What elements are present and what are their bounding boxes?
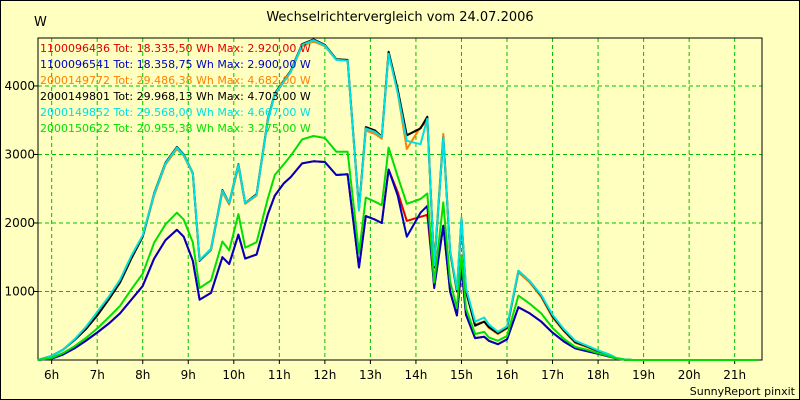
y-tick-label-2: 3000 [4, 147, 35, 161]
y-axis-unit-label: W [34, 15, 47, 30]
x-tick-label-4: 10h [222, 368, 245, 382]
legend-entry-1: 1100096541 Tot: 18.358,75 Wh Max: 2.900,… [40, 58, 311, 71]
x-tick-label-0: 6h [44, 368, 59, 382]
x-tick-label-3: 9h [181, 368, 196, 382]
x-tick-label-1: 7h [90, 368, 105, 382]
chart-title: Wechselrichtervergleich vom 24.07.2006 [266, 10, 534, 25]
y-tick-label-3: 4000 [4, 79, 35, 93]
legend: 1100096436 Tot: 18.335,50 Wh Max: 2.920,… [40, 42, 311, 135]
x-tick-label-9: 15h [450, 368, 473, 382]
x-tick-label-2: 8h [135, 368, 150, 382]
series-lines [37, 38, 758, 361]
x-tick-label-7: 13h [359, 368, 382, 382]
x-tick-label-14: 20h [678, 368, 701, 382]
legend-entry-3: 2000149801 Tot: 29.968,13 Wh Max: 4.703,… [40, 90, 311, 103]
x-tick-label-8: 14h [404, 368, 427, 382]
axes [34, 37, 763, 364]
legend-entry-4: 2000149852 Tot: 29.568,00 Wh Max: 4.667,… [40, 106, 311, 119]
x-tick-label-13: 19h [632, 368, 655, 382]
legend-entry-5: 2000150622 Tot: 20.955,38 Wh Max: 3.275,… [40, 122, 311, 135]
legend-entry-2: 2000149772 Tot: 29.486,38 Wh Max: 4.682,… [40, 74, 311, 87]
x-tick-label-5: 11h [268, 368, 291, 382]
x-tick-label-10: 16h [496, 368, 519, 382]
series-line-0 [37, 160, 758, 361]
plot-area-border [37, 37, 763, 361]
x-tick-label-12: 18h [587, 368, 610, 382]
grid-lines [38, 38, 762, 360]
legend-entry-0: 1100096436 Tot: 18.335,50 Wh Max: 2.920,… [40, 42, 311, 55]
y-tick-label-1: 2000 [4, 216, 35, 230]
footer-credit: SunnyReport pinxit [689, 385, 795, 398]
x-tick-label-15: 21h [723, 368, 746, 382]
series-line-5 [37, 135, 758, 361]
x-tick-label-6: 12h [313, 368, 336, 382]
y-tick-label-0: 1000 [4, 284, 35, 298]
x-tick-label-11: 17h [541, 368, 564, 382]
tick-labels: 6h 7h 8h 9h 10h 11h 12h 13h 14h 15h 16h 17h 18h 19h 20… [4, 79, 746, 382]
